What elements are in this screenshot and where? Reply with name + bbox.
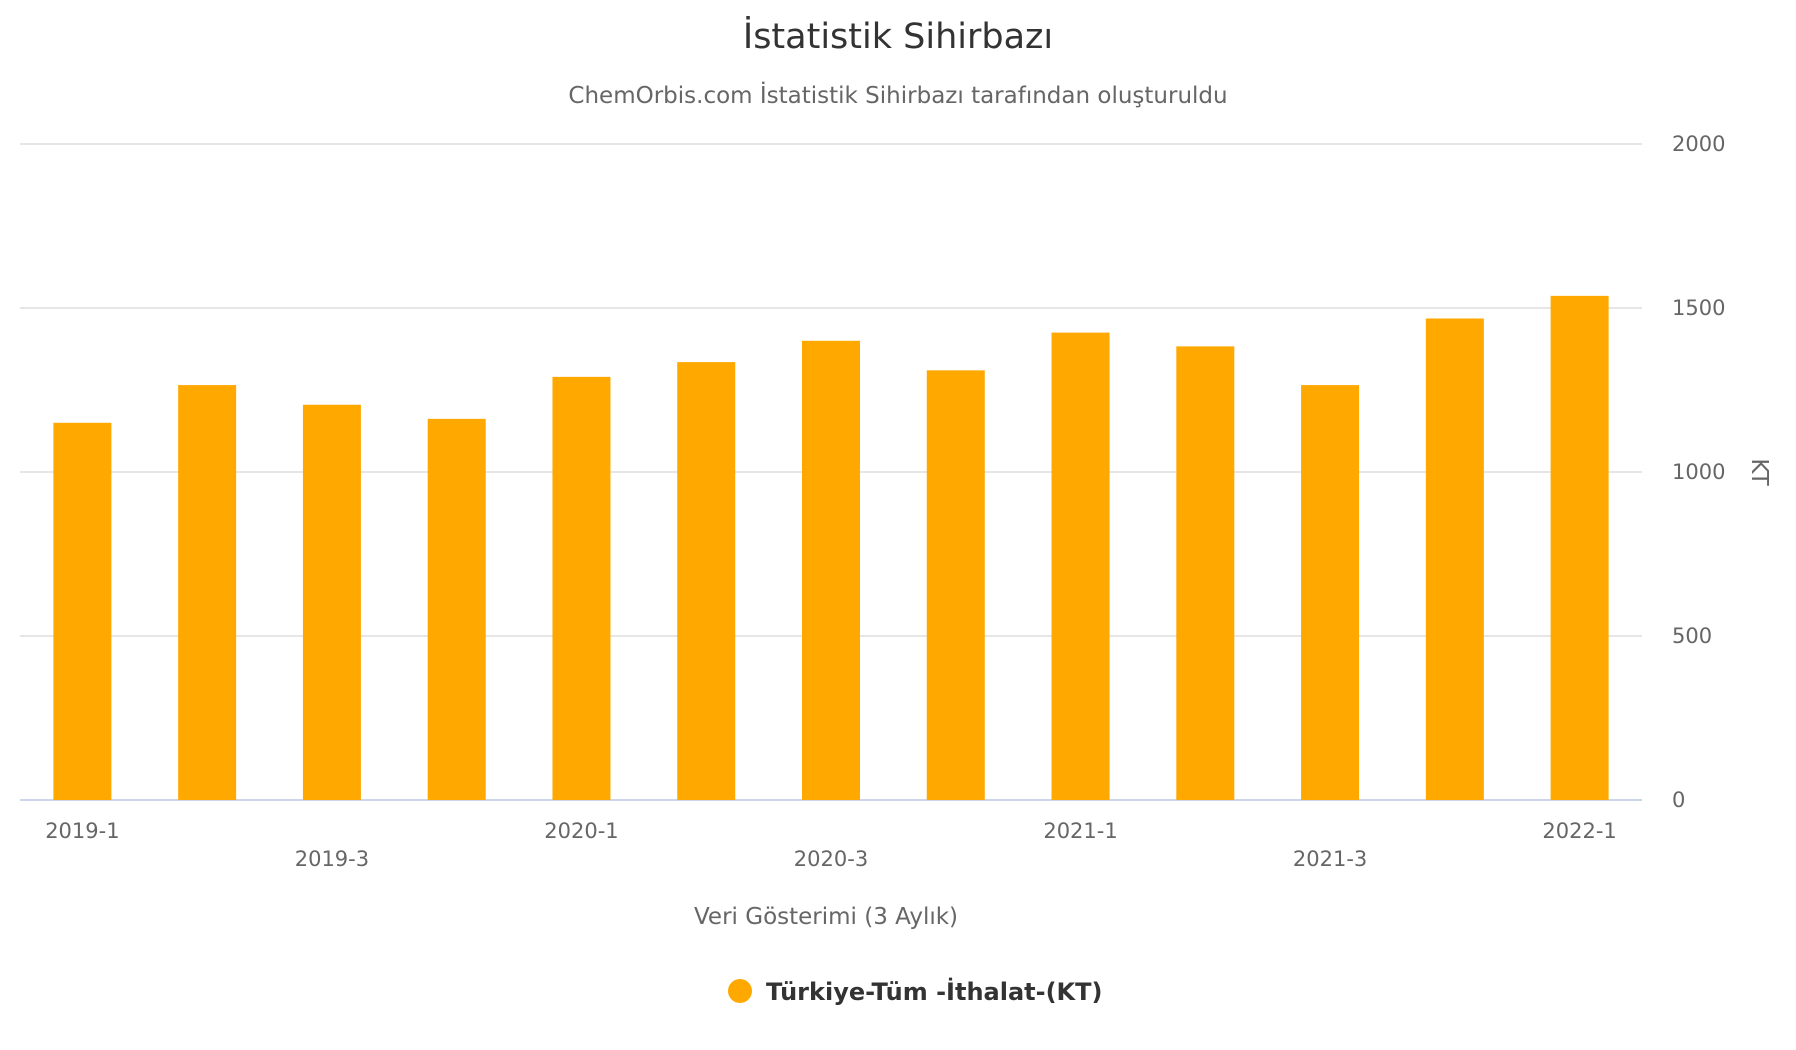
bar[interactable]	[1425, 318, 1484, 800]
chart-subtitle: ChemOrbis.com İstatistik Sihirbazı taraf…	[568, 81, 1227, 109]
bar[interactable]	[1550, 295, 1609, 800]
legend-label: Türkiye-Tüm -İthalat-(KT)	[766, 977, 1103, 1006]
x-tick-label: 2021-3	[1293, 847, 1367, 871]
bar[interactable]	[1051, 332, 1110, 800]
y-tick-label: 500	[1672, 624, 1712, 648]
bar[interactable]	[427, 418, 486, 800]
x-axis-ticks: 2019-1 2019-3 2020-1 2020-3 2021-1 2021-3 2022…	[45, 819, 1617, 871]
y-axis-title: KT	[1746, 458, 1772, 486]
y-tick-label: 2000	[1672, 132, 1725, 156]
bar[interactable]	[677, 362, 736, 800]
bar[interactable]	[302, 404, 361, 800]
x-tick-label: 2022-1	[1542, 819, 1616, 843]
x-tick-label: 2020-1	[544, 819, 618, 843]
bar[interactable]	[1176, 346, 1235, 800]
legend-marker-icon	[728, 979, 752, 1003]
bar[interactable]	[1301, 385, 1360, 800]
y-axis-ticks: 0 500 1000 1500 2000	[1672, 132, 1725, 812]
bar[interactable]	[926, 370, 985, 800]
x-tick-label: 2019-3	[295, 847, 369, 871]
x-tick-label: 2019-1	[45, 819, 119, 843]
bar-series[interactable]	[53, 295, 1609, 800]
x-axis-title: Veri Gösterimi (3 Aylık)	[694, 904, 958, 930]
x-tick-label: 2021-1	[1043, 819, 1117, 843]
bar[interactable]	[53, 422, 112, 800]
y-tick-label: 1500	[1672, 296, 1725, 320]
legend[interactable]: Türkiye-Tüm -İthalat-(KT)	[728, 977, 1103, 1006]
bar[interactable]	[802, 340, 860, 800]
y-tick-label: 1000	[1672, 460, 1725, 484]
bar[interactable]	[178, 385, 237, 800]
x-tick-label: 2020-3	[794, 847, 868, 871]
chart-title: İstatistik Sihirbazı	[743, 15, 1053, 57]
bar[interactable]	[552, 376, 611, 800]
y-tick-label: 0	[1672, 788, 1685, 812]
